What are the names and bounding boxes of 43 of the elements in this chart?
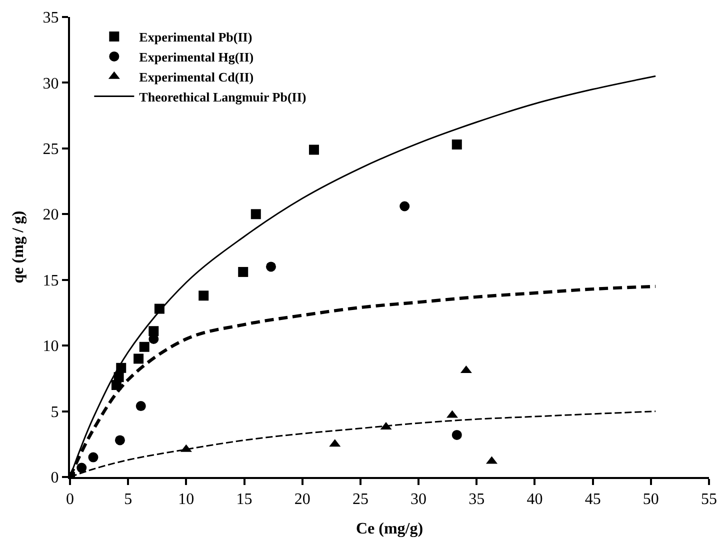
legend-label: Experimental Cd(II) <box>139 69 254 84</box>
legend-label: Experimental Pb(II) <box>139 30 252 45</box>
x-tick-label: 35 <box>468 491 485 508</box>
y-tick-label: 10 <box>42 338 59 356</box>
point <box>88 452 98 462</box>
point <box>76 462 87 473</box>
y-tick-label: 35 <box>42 10 59 27</box>
x-tick-label: 30 <box>410 491 427 508</box>
point <box>139 342 150 352</box>
point <box>114 435 125 446</box>
x-tick-label: 55 <box>701 491 717 508</box>
x-tick-label: 45 <box>584 491 601 508</box>
y-axis-title: qe (mg / g) <box>10 210 28 284</box>
point <box>136 401 146 412</box>
point <box>452 139 462 150</box>
legend-label: Experimental Hg(II) <box>139 50 254 65</box>
point <box>400 201 410 212</box>
point <box>308 144 319 155</box>
point <box>238 266 248 277</box>
y-tick-label: 5 <box>50 404 59 421</box>
point <box>114 372 124 382</box>
y-tick-label: 0 <box>50 470 59 487</box>
point <box>116 362 126 373</box>
y-tick-label: 15 <box>42 272 59 290</box>
x-tick-label: 20 <box>294 491 310 508</box>
x-axis-title: Ce (mg/g) <box>356 520 424 538</box>
point <box>198 290 209 301</box>
x-tick-label: 40 <box>526 491 543 508</box>
point <box>250 209 261 220</box>
point <box>266 262 276 272</box>
y-tick-label: 20 <box>42 206 59 224</box>
point <box>134 354 144 364</box>
x-tick-label: 10 <box>178 491 194 508</box>
x-tick-label: 50 <box>642 491 659 508</box>
y-tick-label: 30 <box>42 75 59 92</box>
y-tick-label: 25 <box>42 141 59 158</box>
point <box>452 430 462 440</box>
point <box>154 304 164 314</box>
x-tick-label: 15 <box>236 491 252 508</box>
x-tick-label: 5 <box>124 491 132 508</box>
x-tick-label: 25 <box>352 491 368 508</box>
legend-label: Theorethical Langmuir Pb(II) <box>139 89 306 104</box>
x-tick-label: 0 <box>66 491 74 508</box>
